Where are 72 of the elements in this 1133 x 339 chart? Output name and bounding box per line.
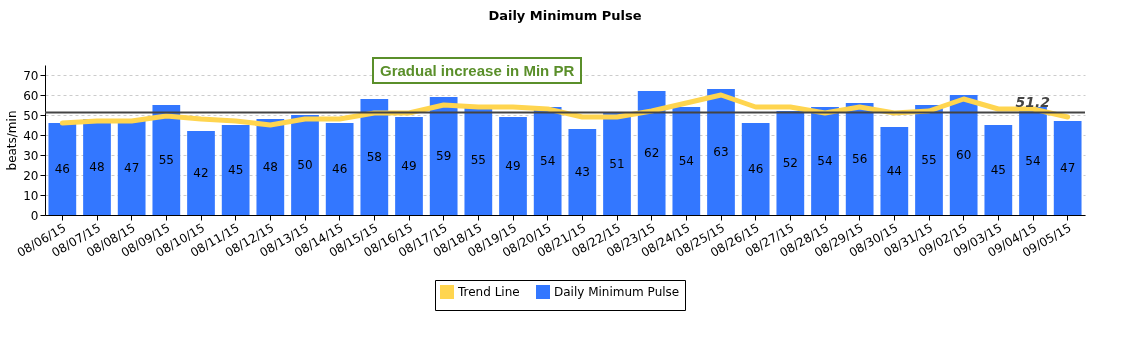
data-label: 48 — [262, 160, 278, 174]
bar — [949, 95, 978, 215]
bar — [325, 123, 354, 215]
bar — [256, 119, 285, 215]
data-label: 63 — [713, 145, 729, 159]
bar — [603, 113, 631, 215]
ref-line-label: 51.2 — [1015, 93, 1050, 110]
data-label: 48 — [89, 160, 105, 174]
bar — [187, 131, 215, 215]
data-label: 59 — [436, 149, 452, 163]
data-label: 51 — [609, 157, 625, 171]
bar — [117, 121, 146, 215]
bar — [637, 91, 666, 215]
bar — [395, 117, 423, 215]
bar — [845, 103, 874, 215]
chart-title: Daily Minimum Pulse — [488, 8, 642, 23]
data-label: 52 — [782, 156, 798, 170]
bar — [48, 123, 77, 215]
y-tick-label: 20 — [23, 168, 39, 183]
bar — [429, 97, 458, 215]
y-tick-label: 10 — [23, 188, 39, 203]
data-label: 54 — [1025, 154, 1041, 168]
data-label: 47 — [124, 161, 140, 175]
bar — [984, 125, 1013, 215]
y-tick-label: 30 — [23, 148, 39, 163]
data-label: 54 — [678, 154, 694, 168]
bar — [741, 123, 770, 215]
bar — [568, 129, 597, 215]
bar — [672, 107, 701, 215]
data-label: 49 — [505, 159, 521, 173]
data-label: 60 — [956, 148, 972, 162]
data-label: 47 — [1060, 161, 1076, 175]
data-label: 46 — [332, 162, 348, 176]
legend-label: Trend Line — [457, 285, 520, 299]
bar — [915, 105, 943, 215]
data-label: 49 — [401, 159, 417, 173]
data-label: 56 — [852, 152, 868, 166]
bar — [880, 127, 909, 215]
data-label: 55 — [921, 153, 937, 167]
data-label: 54 — [540, 154, 556, 168]
data-label: 55 — [158, 153, 174, 167]
y-tick-label: 60 — [23, 88, 39, 103]
y-axis-title: beats/min — [5, 110, 20, 171]
data-label: 46 — [54, 162, 70, 176]
data-label: 45 — [228, 163, 244, 177]
bar — [221, 125, 250, 215]
legend-label: Daily Minimum Pulse — [554, 285, 680, 299]
bar — [499, 117, 527, 215]
bar — [1053, 121, 1082, 215]
data-label: 58 — [366, 150, 382, 164]
y-tick-label: 50 — [23, 108, 39, 123]
data-label: 42 — [193, 166, 209, 180]
bar — [811, 107, 839, 215]
annotation: Gradual increase in Min PR — [372, 57, 583, 84]
y-tick-label: 0 — [30, 208, 39, 223]
y-tick-label: 70 — [23, 68, 39, 83]
bar — [707, 89, 735, 215]
bar — [533, 107, 562, 215]
bar — [776, 111, 805, 215]
bar — [1019, 107, 1047, 215]
data-label: 55 — [470, 153, 486, 167]
data-label: 62 — [644, 146, 660, 160]
data-label: 44 — [886, 164, 902, 178]
data-label: 46 — [748, 162, 764, 176]
bar — [152, 105, 181, 215]
data-label: 54 — [817, 154, 833, 168]
bar — [360, 99, 389, 215]
data-label: 43 — [574, 165, 590, 179]
bar — [291, 115, 319, 215]
y-tick-label: 40 — [23, 128, 39, 143]
data-label: 45 — [990, 163, 1006, 177]
data-label: 50 — [297, 158, 313, 172]
